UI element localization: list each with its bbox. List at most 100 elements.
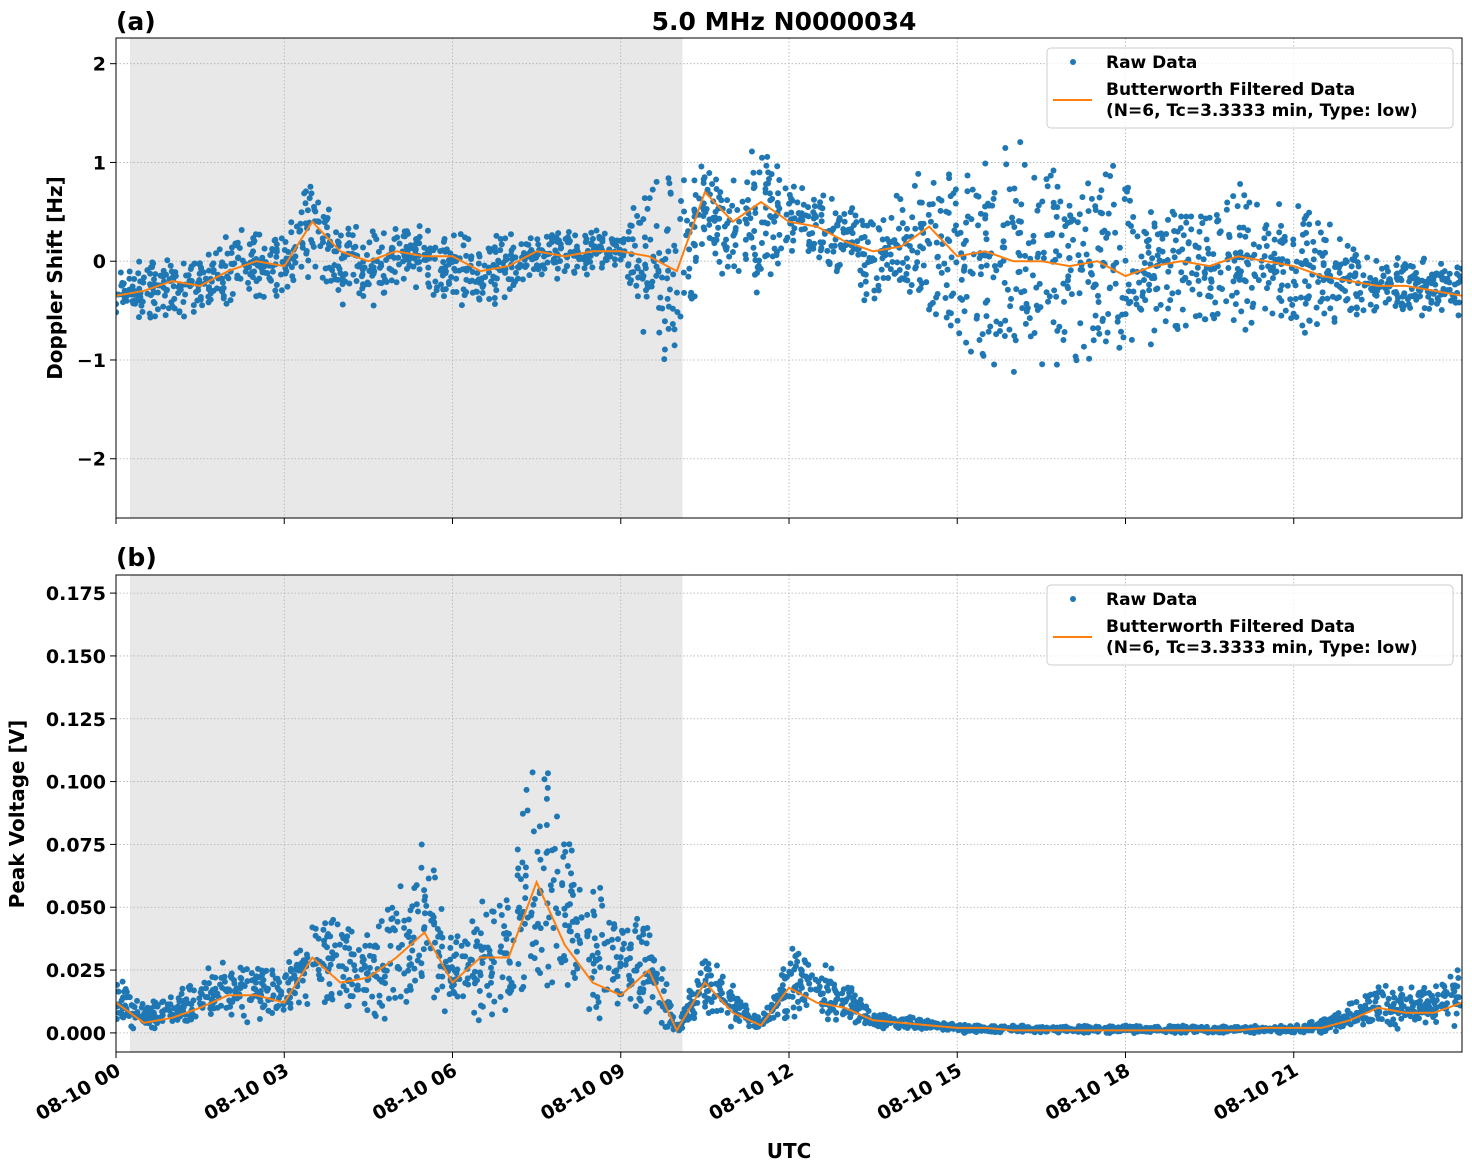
raw-data-point (498, 911, 505, 918)
raw-data-point (997, 260, 1004, 267)
raw-data-point (1293, 313, 1300, 320)
raw-data-point (275, 1002, 282, 1009)
raw-data-point (452, 267, 459, 274)
raw-data-point (1064, 277, 1071, 284)
raw-data-point (854, 238, 861, 245)
raw-data-point (832, 988, 839, 995)
raw-data-point (681, 289, 688, 296)
raw-data-point (671, 326, 678, 333)
raw-data-point (1110, 162, 1117, 169)
raw-data-point (315, 199, 322, 206)
raw-data-point (242, 268, 249, 275)
raw-data-point (649, 967, 656, 974)
panel-label-a: (a) (116, 7, 156, 36)
raw-data-point (776, 231, 783, 238)
raw-data-point (564, 862, 571, 869)
raw-data-point (1060, 336, 1067, 343)
raw-data-point (440, 258, 447, 265)
y-tick-label: 0.100 (46, 772, 106, 794)
raw-data-point (1164, 1026, 1171, 1033)
raw-data-point (324, 994, 331, 1001)
raw-data-point (186, 986, 193, 993)
raw-data-point (1260, 272, 1267, 279)
raw-data-point (617, 963, 624, 970)
raw-data-point (752, 209, 759, 216)
raw-data-point (1407, 1013, 1414, 1020)
raw-data-point (599, 902, 606, 909)
raw-data-point (761, 219, 768, 226)
raw-data-point (622, 961, 629, 968)
raw-data-point (553, 258, 560, 265)
raw-data-point (588, 229, 595, 236)
raw-data-point (895, 225, 902, 232)
raw-data-point (1145, 243, 1152, 250)
raw-data-point (1197, 213, 1204, 220)
raw-data-point (811, 203, 818, 210)
raw-data-point (1205, 250, 1212, 257)
raw-data-point (659, 305, 666, 312)
raw-data-point (1104, 329, 1111, 336)
raw-data-point (479, 289, 486, 296)
raw-data-point (746, 231, 753, 238)
raw-data-point (640, 931, 647, 938)
raw-data-point (826, 1008, 833, 1015)
raw-data-point (324, 245, 331, 252)
raw-data-point (1315, 279, 1322, 286)
raw-data-point (805, 213, 812, 220)
raw-data-point (820, 192, 827, 199)
raw-data-point (672, 247, 679, 254)
raw-data-point (1159, 248, 1166, 255)
raw-data-point (370, 302, 377, 309)
raw-data-point (368, 267, 375, 274)
raw-data-point (784, 234, 791, 241)
raw-data-point (298, 263, 305, 270)
raw-data-point (1394, 276, 1401, 283)
raw-data-point (318, 976, 325, 983)
raw-data-point (663, 981, 670, 988)
raw-data-point (366, 239, 373, 246)
raw-data-point (520, 263, 527, 270)
raw-data-point (1146, 281, 1153, 288)
raw-data-point (344, 1003, 351, 1010)
raw-data-point (750, 169, 757, 176)
raw-data-point (640, 272, 647, 279)
raw-data-point (437, 267, 444, 274)
raw-data-point (251, 238, 258, 245)
raw-data-point (140, 274, 147, 281)
raw-data-point (1214, 310, 1221, 317)
raw-data-point (891, 270, 898, 277)
raw-data-point (1178, 269, 1185, 276)
raw-data-point (1399, 293, 1406, 300)
raw-data-point (466, 278, 473, 285)
raw-data-point (642, 265, 649, 272)
raw-data-point (296, 228, 303, 235)
raw-data-point (478, 946, 485, 953)
raw-data-point (677, 216, 684, 223)
raw-data-point (1244, 298, 1251, 305)
raw-data-point (506, 975, 513, 982)
raw-data-point (680, 177, 687, 184)
raw-data-point (1035, 202, 1042, 209)
raw-data-point (1034, 207, 1041, 214)
raw-data-point (1122, 311, 1129, 318)
raw-data-point (1087, 262, 1094, 269)
raw-data-point (696, 195, 703, 202)
raw-data-point (1408, 984, 1415, 991)
raw-data-point (1425, 293, 1432, 300)
raw-data-point (176, 998, 183, 1005)
raw-data-point (664, 275, 671, 282)
raw-data-point (543, 822, 550, 829)
raw-data-point (529, 941, 536, 948)
raw-data-point (1263, 242, 1270, 249)
raw-data-point (134, 997, 141, 1004)
raw-data-point (447, 934, 454, 941)
raw-data-point (851, 992, 858, 999)
raw-data-point (855, 251, 862, 258)
raw-data-point (1104, 230, 1111, 237)
raw-data-point (752, 257, 759, 264)
raw-data-point (661, 356, 668, 363)
raw-data-point (1125, 300, 1132, 307)
raw-data-point (537, 856, 544, 863)
raw-data-point (816, 254, 823, 261)
y-tick-label: 0 (93, 251, 106, 273)
